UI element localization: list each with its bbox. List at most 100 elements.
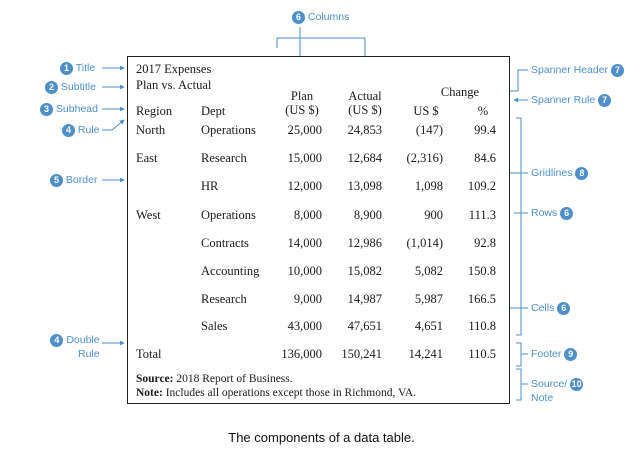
annotation-cells-label: Cells (531, 302, 555, 314)
badge-columns: 6 (292, 10, 305, 24)
footer-change: 14,241 (408, 347, 443, 361)
cell-pct: 150.8 (467, 264, 496, 278)
cell-change: (147) (415, 123, 443, 137)
annotation-double-rule-label: Double (66, 334, 100, 346)
note-text: Includes all operations except those in … (165, 387, 416, 399)
annotation-rows-label: Rows (531, 207, 558, 219)
annotation-columns: 6 Columns (292, 10, 349, 24)
subhead-dept: Dept (201, 104, 226, 118)
annotation-spanner-rule-label: Spanner Rule (531, 94, 596, 106)
badge-footer: 9 (564, 347, 578, 361)
cell-actual: 47,651 (347, 319, 382, 333)
annotation-border-label: Border (65, 174, 98, 186)
subhead-plan-2: (US $) (285, 103, 319, 117)
cell-actual: 24,853 (347, 123, 382, 137)
badge-double-rule: 4 (50, 333, 64, 347)
annotation-source-note-label: Source/ (531, 378, 568, 390)
annotation-subtitle: 2 Subtitle (45, 80, 96, 94)
annotation-spanner-header-label: Spanner Header (531, 64, 609, 76)
cell-pct: 166.5 (467, 292, 496, 306)
subhead-actual-2: (US $) (348, 103, 382, 117)
cell-dept: Operations (201, 123, 256, 137)
footer-label: Total (136, 347, 162, 361)
cell-dept: Contracts (201, 236, 249, 250)
badge-title: 1 (60, 61, 73, 75)
data-table (127, 56, 510, 404)
annotation-spanner-header: Spanner Header 7 (531, 63, 624, 77)
spanner-header: Change (440, 85, 480, 99)
annotation-subtitle-label: Subtitle (60, 81, 96, 93)
badge-gridlines: 8 (575, 166, 589, 180)
cell-actual: 15,082 (347, 264, 382, 278)
subhead-pct: % (477, 104, 489, 118)
subhead-actual-1: Actual (348, 89, 382, 103)
cell-actual: 12,986 (347, 236, 382, 250)
cell-actual: 12,684 (347, 151, 382, 165)
cell-plan: 9,000 (293, 292, 322, 306)
annotation-rule: 4 Rule (62, 123, 100, 137)
subhead-us: US $ (413, 104, 439, 118)
footer-pct: 110.5 (468, 347, 496, 361)
annotation-columns-label: Columns (307, 11, 350, 23)
cell-actual: 13,098 (347, 179, 382, 193)
cell-change: 5,987 (414, 292, 443, 306)
cell-region: East (136, 151, 158, 165)
note-line: Note: Includes all operations except tho… (136, 386, 416, 400)
annotation-gridlines-label: Gridlines (531, 167, 573, 179)
cell-dept: Accounting (201, 264, 260, 278)
cell-pct: 84.6 (474, 151, 496, 165)
cell-pct: 92.8 (474, 236, 496, 250)
annotation-footer-label: Footer (531, 348, 562, 360)
annotation-border: 5 Border (50, 173, 97, 187)
cell-region: West (136, 208, 161, 222)
cell-plan: 25,000 (287, 123, 322, 137)
annotation-footer: Footer 9 (531, 347, 578, 361)
annotation-rule-label: Rule (77, 124, 100, 136)
badge-cells: 6 (557, 301, 571, 315)
annotation-title: 1 Title (60, 61, 95, 75)
annotation-source-note: Source/ 10 Note (531, 377, 584, 405)
cell-actual: 8,900 (353, 208, 382, 222)
table-subtitle: Plan vs. Actual (136, 78, 212, 92)
cell-change: 4,651 (414, 319, 443, 333)
cell-dept: HR (201, 179, 219, 193)
cell-pct: 99.4 (474, 123, 496, 137)
badge-border: 5 (50, 173, 63, 187)
cell-change: 5,082 (414, 264, 443, 278)
cell-plan: 8,000 (293, 208, 322, 222)
cell-change: (1,014) (406, 236, 443, 250)
annotation-rows: Rows 6 (531, 206, 574, 220)
cell-change: (2,316) (406, 151, 443, 165)
cell-change: 1,098 (414, 179, 443, 193)
cell-plan: 15,000 (287, 151, 322, 165)
cell-pct: 111.3 (468, 208, 496, 222)
cell-dept: Operations (201, 208, 256, 222)
badge-subtitle: 2 (45, 80, 58, 94)
cell-region: North (136, 123, 166, 137)
cell-plan: 43,000 (287, 319, 322, 333)
badge-spanner-header: 7 (610, 63, 624, 77)
annotation-subhead: 3 Subhead (40, 102, 98, 116)
cell-plan: 12,000 (287, 179, 322, 193)
annotation-double-rule-label2: Rule (78, 348, 100, 360)
annotation-gridlines: Gridlines 8 (531, 166, 589, 180)
cell-dept: Research (201, 151, 247, 165)
badge-rows: 6 (560, 206, 574, 220)
badge-rule: 4 (62, 123, 75, 137)
note-label: Note: (136, 387, 163, 399)
cell-plan: 10,000 (287, 264, 322, 278)
source-label: Source: (136, 373, 174, 385)
badge-subhead: 3 (40, 102, 53, 116)
figure-caption: The components of a data table. (228, 430, 415, 445)
footer-plan: 136,000 (281, 347, 322, 361)
table-title: 2017 Expenses (136, 62, 212, 76)
subhead-plan-1: Plan (290, 89, 314, 103)
cell-actual: 14,987 (347, 292, 382, 306)
annotation-double-rule: 4 Double Rule (50, 333, 100, 361)
cell-pct: 110.8 (468, 319, 496, 333)
cell-dept: Sales (201, 319, 228, 333)
annotation-cells: Cells 6 (531, 301, 571, 315)
subhead-region: Region (136, 104, 173, 118)
source-line: Source: 2018 Report of Business. (136, 372, 293, 386)
cell-plan: 14,000 (287, 236, 322, 250)
